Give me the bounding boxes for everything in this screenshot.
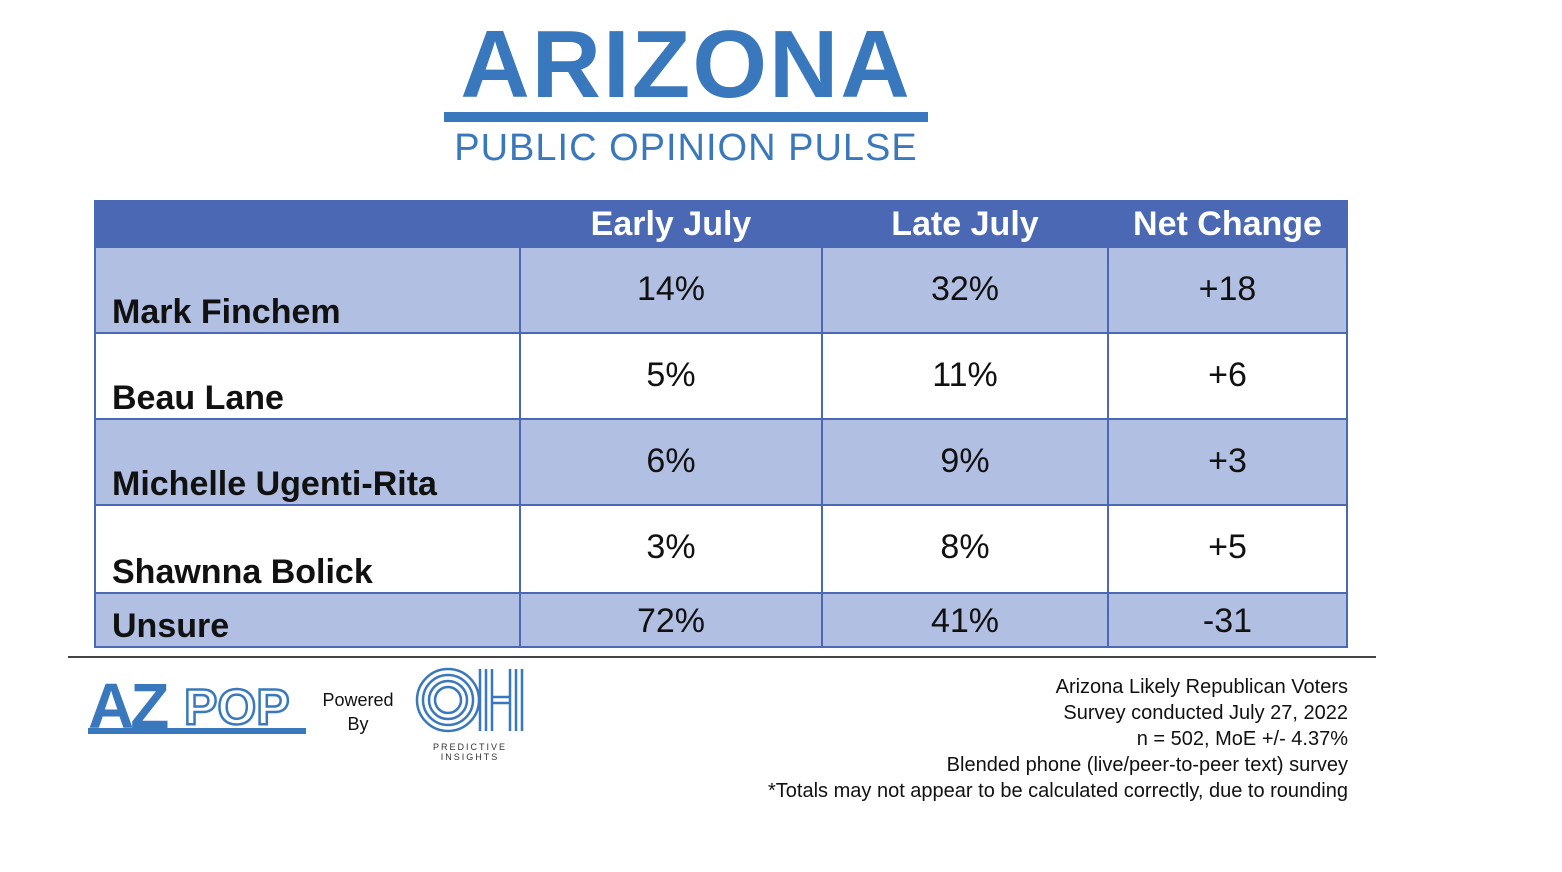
early-july-value: 72%: [519, 592, 823, 648]
net-change-value: +5: [1107, 504, 1348, 594]
footer-divider: [68, 656, 1376, 658]
candidate-name: Beau Lane: [94, 332, 521, 420]
logo-title: ARIZONA: [460, 11, 912, 118]
late-july-value: 32%: [821, 246, 1109, 334]
svg-text:AZ: AZ: [88, 672, 168, 736]
candidate-name: Mark Finchem: [94, 246, 521, 334]
net-change-value: -31: [1107, 592, 1348, 648]
late-july-value: 41%: [821, 592, 1109, 648]
header-early-july: Early July: [519, 200, 823, 248]
note-line: Blended phone (live/peer-to-peer text) s…: [946, 754, 1348, 776]
candidate-name: Michelle Ugenti-Rita: [94, 418, 521, 506]
early-july-value: 3%: [519, 504, 823, 594]
early-july-value: 6%: [519, 418, 823, 506]
table-row: Shawnna Bolick 3% 8% +5: [94, 504, 1348, 594]
header-late-july: Late July: [821, 200, 1109, 248]
early-july-value: 14%: [519, 246, 823, 334]
table-header-row: Early July Late July Net Change: [94, 200, 1348, 248]
net-change-value: +18: [1107, 246, 1348, 334]
logo-subtitle: PUBLIC OPINION PULSE: [454, 127, 918, 169]
note-line: n = 502, MoE +/- 4.37%: [1136, 728, 1348, 750]
header-candidate: [94, 200, 521, 248]
net-change-value: +6: [1107, 332, 1348, 420]
header-net-change: Net Change: [1107, 200, 1348, 248]
table-row: Michelle Ugenti-Rita 6% 9% +3: [94, 418, 1348, 506]
az-pulse-logo: ARIZONA PUBLIC OPINION PULSE: [444, 11, 928, 169]
early-july-value: 5%: [519, 332, 823, 420]
table-row: Beau Lane 5% 11% +6: [94, 332, 1348, 420]
candidate-name: Shawnna Bolick: [94, 504, 521, 594]
table-row: Unsure 72% 41% -31: [94, 592, 1348, 648]
svg-text:POP: POP: [184, 679, 290, 735]
note-line: Survey conducted July 27, 2022: [1063, 702, 1348, 724]
candidate-name: Unsure: [94, 592, 521, 648]
survey-notes: Arizona Likely Republican Voters Survey …: [768, 674, 1348, 804]
azpop-logo: AZ POP: [88, 672, 306, 736]
oh-logo-label: PREDICTIVE INSIGHTS: [432, 742, 507, 762]
powered-by-label: Powered By: [322, 690, 394, 734]
logo-divider: [444, 112, 928, 122]
note-line: *Totals may not appear to be calculated …: [768, 780, 1348, 802]
late-july-value: 8%: [821, 504, 1109, 594]
late-july-value: 9%: [821, 418, 1109, 506]
note-line: Arizona Likely Republican Voters: [1055, 676, 1348, 698]
net-change-value: +3: [1107, 418, 1348, 506]
results-table: Early July Late July Net Change Mark Fin…: [94, 200, 1348, 648]
oh-predictive-insights-logo: [415, 667, 524, 733]
table-row: Mark Finchem 14% 32% +18: [94, 246, 1348, 334]
late-july-value: 11%: [821, 332, 1109, 420]
